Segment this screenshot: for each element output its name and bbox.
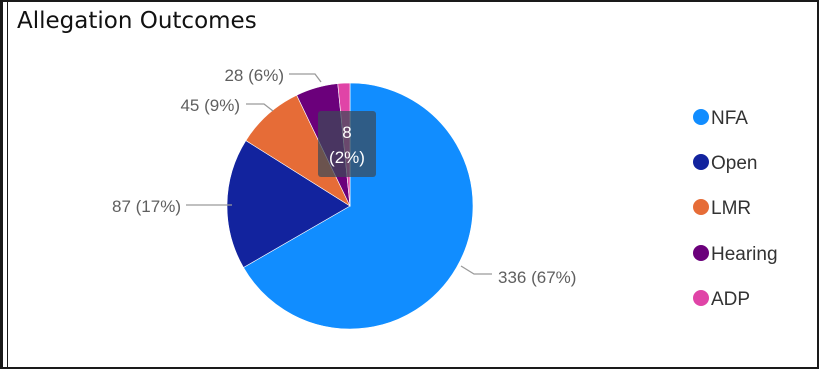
leader-line: [460, 265, 492, 275]
leader-line: [289, 73, 322, 83]
legend-marker-lmr[interactable]: [693, 199, 709, 215]
legend-label-hearing[interactable]: Hearing: [711, 244, 778, 265]
tooltip-percent: (2%): [329, 148, 365, 167]
legend-marker-nfa[interactable]: [693, 109, 709, 125]
data-label: 28 (6%): [224, 66, 284, 85]
data-label: 336 (67%): [498, 268, 576, 287]
tooltip-box: [318, 111, 376, 177]
pie-slice-nfa[interactable]: [243, 82, 474, 330]
leader-line: [246, 103, 274, 112]
legend-label-adp[interactable]: ADP: [711, 289, 750, 310]
legend-label-lmr[interactable]: LMR: [711, 198, 751, 219]
legend-label-open[interactable]: Open: [711, 153, 757, 174]
data-label: 87 (17%): [112, 197, 181, 216]
data-label: 45 (9%): [180, 96, 240, 115]
legend-marker-adp[interactable]: [693, 290, 709, 306]
legend-marker-hearing[interactable]: [693, 245, 709, 261]
chart-title: Allegation Outcomes: [17, 8, 257, 34]
legend-label-nfa[interactable]: NFA: [711, 108, 748, 129]
legend-marker-open[interactable]: [693, 154, 709, 170]
tooltip-value: 8: [342, 123, 351, 142]
pie-slice-open[interactable]: [226, 140, 351, 268]
